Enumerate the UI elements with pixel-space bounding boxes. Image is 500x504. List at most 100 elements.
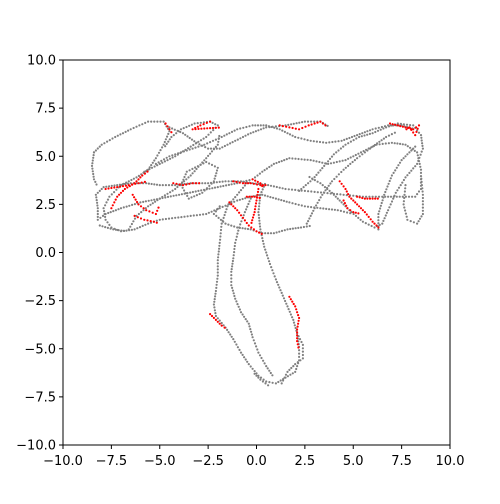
data-point — [421, 181, 423, 183]
data-point — [337, 198, 339, 200]
data-point — [344, 202, 346, 204]
data-point — [341, 183, 343, 185]
x-tick-label: −7.5 — [96, 454, 128, 469]
data-point — [225, 184, 227, 186]
data-point — [162, 218, 164, 220]
data-point — [150, 220, 152, 222]
data-point — [324, 189, 326, 191]
data-point — [420, 137, 422, 139]
data-point — [116, 186, 118, 188]
data-point — [395, 192, 397, 194]
data-point — [288, 126, 290, 128]
data-point — [120, 207, 122, 209]
data-point — [93, 176, 95, 178]
data-point — [276, 127, 278, 129]
data-point — [204, 189, 206, 191]
data-point — [140, 211, 142, 213]
data-point — [294, 363, 296, 365]
data-point — [144, 173, 146, 175]
data-point — [219, 205, 221, 207]
data-point — [373, 223, 375, 225]
data-point — [264, 169, 266, 171]
data-point — [162, 184, 164, 186]
data-point — [173, 134, 175, 136]
data-point — [397, 124, 399, 126]
data-point — [261, 185, 263, 187]
data-point — [308, 124, 310, 126]
data-point — [206, 122, 208, 124]
data-point — [239, 182, 241, 184]
data-point — [291, 189, 293, 191]
data-point — [250, 132, 252, 134]
data-point — [418, 124, 420, 126]
data-point — [229, 333, 231, 335]
data-point — [290, 123, 292, 125]
data-point — [117, 135, 119, 137]
data-point — [209, 127, 211, 129]
data-point — [246, 196, 248, 198]
data-point — [215, 146, 217, 148]
data-point — [247, 182, 249, 184]
data-point — [218, 217, 220, 219]
data-point — [242, 182, 244, 184]
data-point — [125, 185, 127, 187]
data-point — [94, 181, 96, 183]
data-point — [322, 122, 324, 124]
data-point — [197, 122, 199, 124]
data-point — [99, 224, 101, 226]
data-point — [165, 138, 167, 140]
data-point — [273, 185, 275, 187]
data-point — [337, 140, 339, 142]
data-point — [281, 160, 283, 162]
data-point — [97, 213, 99, 215]
data-point — [257, 377, 259, 379]
data-point — [307, 220, 309, 222]
data-point — [195, 190, 197, 192]
data-point — [155, 157, 157, 159]
data-point — [257, 191, 259, 193]
data-point — [217, 144, 219, 146]
data-point — [258, 220, 260, 222]
data-point — [116, 184, 118, 186]
data-point — [105, 201, 107, 203]
data-point — [260, 377, 262, 379]
data-point — [366, 134, 368, 136]
data-point — [214, 293, 216, 295]
data-point — [280, 199, 282, 201]
data-point — [224, 327, 226, 329]
data-point — [133, 178, 135, 180]
data-point — [93, 178, 95, 180]
data-point — [171, 127, 173, 129]
data-point — [115, 229, 117, 231]
data-point — [381, 139, 383, 141]
data-point — [231, 287, 233, 289]
data-point — [218, 245, 220, 247]
data-point — [106, 221, 108, 223]
data-point — [422, 200, 424, 202]
data-point — [412, 124, 414, 126]
data-point — [122, 185, 124, 187]
x-tick-label: 5.0 — [343, 454, 364, 469]
data-point — [264, 362, 266, 364]
data-point — [404, 187, 406, 189]
data-point — [232, 198, 234, 200]
data-point — [203, 138, 205, 140]
data-point — [272, 272, 274, 274]
data-point — [185, 192, 187, 194]
data-point — [398, 187, 400, 189]
data-point — [422, 203, 424, 205]
data-point — [97, 210, 99, 212]
data-point — [214, 178, 216, 180]
data-point — [313, 140, 315, 142]
data-point — [177, 154, 179, 156]
data-point — [346, 190, 348, 192]
data-point — [419, 163, 421, 165]
data-point — [344, 159, 346, 161]
data-point — [224, 211, 226, 213]
data-point — [258, 208, 260, 210]
data-point — [199, 193, 201, 195]
data-point — [303, 138, 305, 140]
data-point — [300, 341, 302, 343]
data-point — [232, 141, 234, 143]
